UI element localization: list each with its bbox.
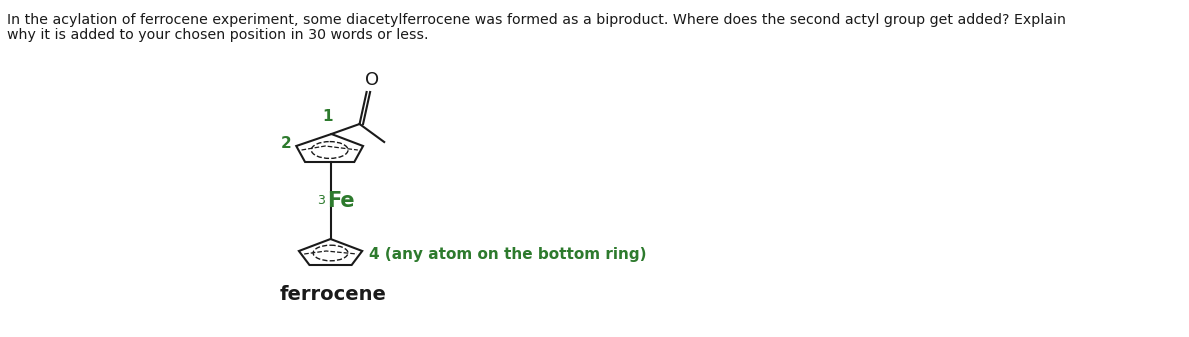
Text: 2: 2 [281,136,291,152]
Text: ferrocene: ferrocene [279,285,386,304]
Text: 1: 1 [322,109,333,124]
Text: Fe: Fe [327,191,354,211]
Text: 3: 3 [317,194,326,208]
Text: In the acylation of ferrocene experiment, some diacetylferrocene was formed as a: In the acylation of ferrocene experiment… [7,13,1067,27]
Text: O: O [365,71,379,89]
Text: 4 (any atom on the bottom ring): 4 (any atom on the bottom ring) [370,246,647,262]
Text: why it is added to your chosen position in 30 words or less.: why it is added to your chosen position … [7,28,428,42]
